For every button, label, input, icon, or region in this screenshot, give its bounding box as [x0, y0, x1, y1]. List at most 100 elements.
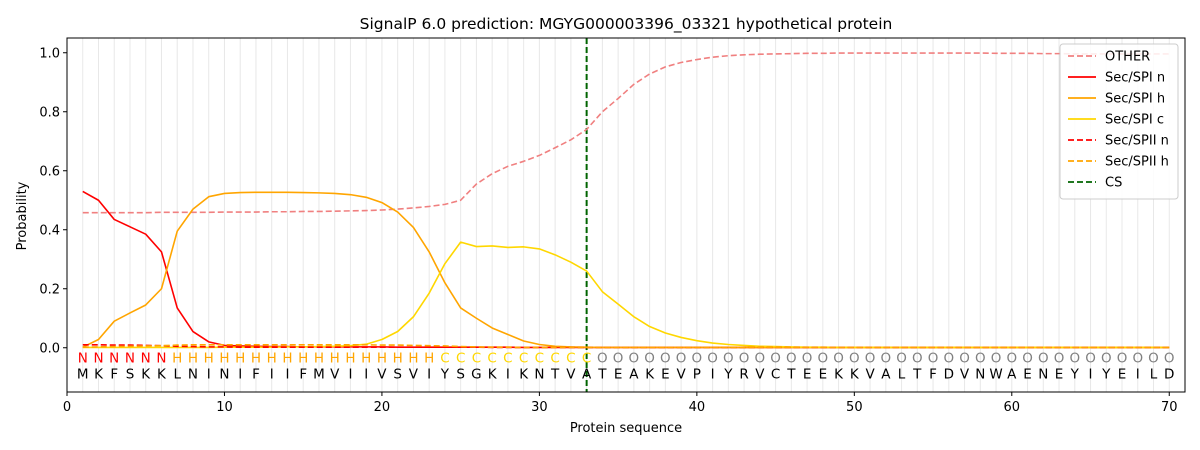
region-label: O — [1164, 351, 1175, 367]
residue-letter: N — [534, 367, 544, 383]
residue-letter: V — [865, 367, 875, 383]
residue-letter: D — [944, 367, 954, 383]
region-label: H — [377, 351, 387, 367]
residue-letter: F — [299, 367, 307, 383]
region-label: O — [707, 351, 718, 367]
region-label: O — [959, 351, 970, 367]
y-tick-label: 0.6 — [39, 164, 60, 179]
legend-label: Sec/SPI h — [1105, 92, 1165, 107]
region-label: O — [818, 351, 829, 367]
region-label: N — [156, 351, 166, 367]
region-label: O — [1085, 351, 1096, 367]
region-label: O — [865, 351, 876, 367]
residue-letter: F — [110, 367, 118, 383]
region-label: O — [1054, 351, 1065, 367]
y-tick-label: 0.0 — [39, 341, 60, 356]
residue-letter: T — [912, 367, 922, 383]
residue-letter: E — [1023, 367, 1032, 383]
residue-letter: I — [506, 367, 510, 383]
region-label: C — [582, 351, 591, 367]
residue-letter: L — [1150, 367, 1158, 383]
residue-letter: S — [393, 367, 402, 383]
residue-letter: I — [427, 367, 431, 383]
x-tick-label: 50 — [846, 400, 863, 415]
series-layer — [82, 52, 1170, 349]
region-label: H — [172, 351, 182, 367]
residue-letter: N — [975, 367, 985, 383]
residue-letter: M — [313, 367, 325, 383]
residue-letter: T — [550, 367, 560, 383]
region-label: O — [597, 351, 608, 367]
region-label: O — [1117, 351, 1128, 367]
x-tick-label: 10 — [216, 400, 233, 415]
residue-letter: K — [94, 367, 104, 383]
region-label: H — [393, 351, 403, 367]
residue-letter: M — [77, 367, 89, 383]
y-axis-ticks: 0.0 0.2 0.4 0.6 0.8 1.0 — [39, 46, 67, 356]
region-label: H — [267, 351, 277, 367]
sequence-gridlines — [82, 38, 1170, 392]
region-label: O — [975, 351, 986, 367]
residue-letter: I — [238, 367, 242, 383]
residue-letter: R — [739, 367, 748, 383]
region-label: O — [943, 351, 954, 367]
residue-letter: V — [330, 367, 340, 383]
y-tick-label: 0.2 — [39, 282, 60, 297]
residue-letter: Y — [440, 367, 450, 383]
x-axis-label: Protein sequence — [570, 421, 682, 436]
region-label: O — [1148, 351, 1159, 367]
residue-letter: I — [207, 367, 211, 383]
x-tick-label: 70 — [1161, 400, 1178, 415]
residue-letter: S — [456, 367, 465, 383]
x-axis-ticks: 0 10 20 30 40 50 60 70 — [63, 392, 1178, 415]
y-tick-label: 1.0 — [39, 46, 60, 61]
residue-letter: C — [771, 367, 780, 383]
region-label: O — [1069, 351, 1080, 367]
region-label: N — [125, 351, 135, 367]
region-label: H — [235, 351, 245, 367]
region-label: H — [251, 351, 261, 367]
region-label: N — [109, 351, 119, 367]
residue-letter: I — [1136, 367, 1140, 383]
region-label: H — [330, 351, 340, 367]
legend-label: Sec/SPI c — [1105, 113, 1164, 128]
region-label: O — [991, 351, 1002, 367]
residue-letter: W — [989, 367, 1002, 383]
region-label: O — [755, 351, 766, 367]
residue-letter: E — [1118, 367, 1127, 383]
plot-frame — [66, 37, 1186, 393]
residue-letter: K — [519, 367, 529, 383]
region-label: C — [456, 351, 465, 367]
region-label: H — [314, 351, 324, 367]
region-label: O — [880, 351, 891, 367]
y-tick-label: 0.8 — [39, 105, 60, 120]
region-label: H — [188, 351, 198, 367]
y-tick-label: 0.4 — [39, 223, 60, 238]
residue-letter: A — [1007, 367, 1017, 383]
residue-letter: T — [597, 367, 607, 383]
region-label: O — [1132, 351, 1143, 367]
region-label: H — [298, 351, 308, 367]
residue-letter: E — [803, 367, 812, 383]
residue-letter: N — [219, 367, 229, 383]
region-label: O — [849, 351, 860, 367]
residue-letter: A — [881, 367, 891, 383]
region-label: H — [345, 351, 355, 367]
region-label: N — [93, 351, 103, 367]
residue-letter: S — [126, 367, 135, 383]
residue-letter: A — [582, 367, 592, 383]
region-label: O — [739, 351, 750, 367]
residue-letter: G — [471, 367, 481, 383]
legend-label: CS — [1105, 176, 1122, 191]
region-label: O — [692, 351, 703, 367]
x-tick-label: 0 — [63, 400, 71, 415]
residue-letter: L — [173, 367, 181, 383]
region-label: O — [629, 351, 640, 367]
residue-letter: V — [960, 367, 970, 383]
residue-letter: V — [377, 367, 387, 383]
region-label: O — [833, 351, 844, 367]
region-label: O — [912, 351, 923, 367]
region-label: C — [566, 351, 575, 367]
chart-title: SignalP 6.0 prediction: MGYG000003396_03… — [360, 15, 893, 34]
region-label: O — [1038, 351, 1049, 367]
